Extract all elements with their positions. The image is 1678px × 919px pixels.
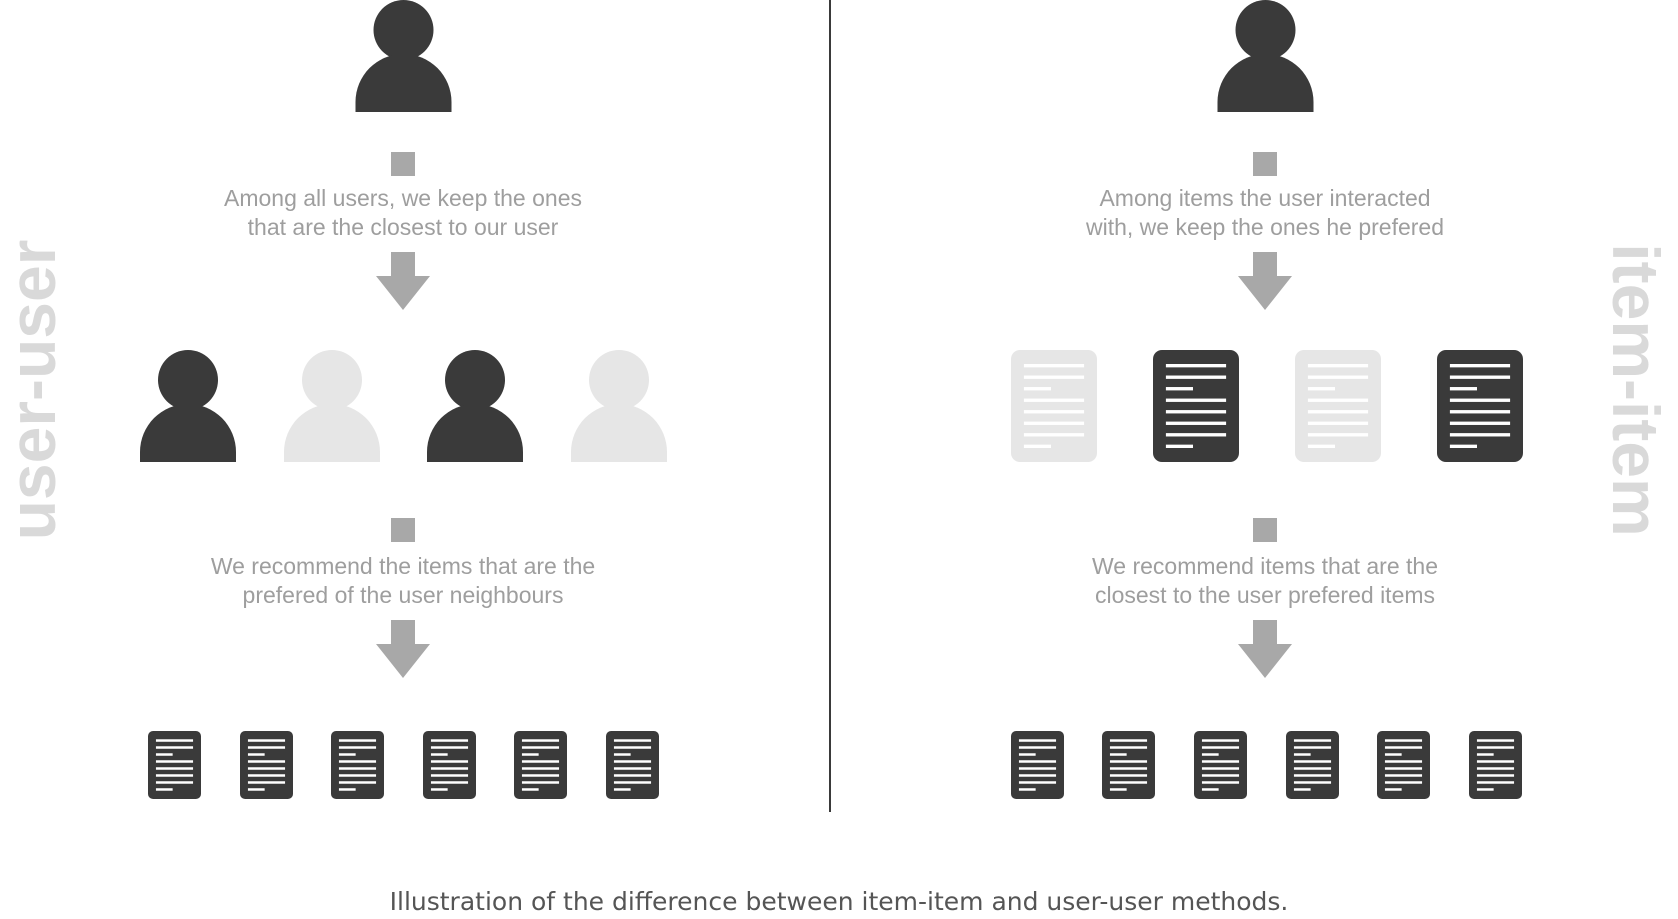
document-icon bbox=[1102, 731, 1155, 799]
connector-square bbox=[391, 518, 415, 542]
text-line: that are the closest to our user bbox=[247, 214, 559, 240]
document-icon bbox=[423, 731, 476, 799]
arrow-down-icon bbox=[376, 252, 430, 310]
item-item-step1-text: Among items the user interacted with, we… bbox=[1035, 184, 1495, 242]
text-line: Among all users, we keep the ones bbox=[224, 185, 582, 211]
document-icon bbox=[1153, 350, 1239, 462]
document-icon bbox=[1469, 731, 1522, 799]
document-icon bbox=[1011, 731, 1064, 799]
document-icon bbox=[1194, 731, 1247, 799]
user-icon bbox=[571, 350, 667, 462]
user-icon bbox=[284, 350, 380, 462]
document-icon bbox=[514, 731, 567, 799]
text-line: We recommend the items that are the bbox=[210, 553, 596, 579]
text-line: closest to the user prefered items bbox=[1094, 582, 1436, 608]
document-icon bbox=[1437, 350, 1523, 462]
connector-square bbox=[391, 152, 415, 176]
target-user-icon bbox=[355, 0, 452, 112]
document-icon bbox=[148, 731, 201, 799]
document-icon bbox=[240, 731, 293, 799]
document-icon bbox=[1377, 731, 1430, 799]
document-icon bbox=[331, 731, 384, 799]
target-user-icon bbox=[1217, 0, 1314, 112]
arrow-down-icon bbox=[1238, 620, 1292, 678]
text-line: Among items the user interacted bbox=[1099, 185, 1431, 211]
user-user-step2-text: We recommend the items that are the pref… bbox=[173, 552, 633, 610]
figure-caption: Illustration of the difference between i… bbox=[389, 887, 1289, 916]
panel-divider bbox=[829, 0, 831, 812]
arrow-down-icon bbox=[1238, 252, 1292, 310]
user-user-label: user-user bbox=[0, 239, 69, 541]
connector-square bbox=[1253, 152, 1277, 176]
text-line: prefered of the user neighbours bbox=[242, 582, 564, 608]
document-icon bbox=[1295, 350, 1381, 462]
text-line: We recommend items that are the bbox=[1092, 553, 1438, 579]
document-icon bbox=[1011, 350, 1097, 462]
document-icon bbox=[606, 731, 659, 799]
arrow-down-icon bbox=[376, 620, 430, 678]
item-item-step2-text: We recommend items that are the closest … bbox=[1035, 552, 1495, 610]
document-icon bbox=[1286, 731, 1339, 799]
text-line: with, we keep the ones he prefered bbox=[1085, 214, 1444, 240]
connector-square bbox=[1253, 518, 1277, 542]
user-icon bbox=[140, 350, 236, 462]
item-item-label: item-item bbox=[1599, 243, 1673, 537]
user-user-step1-text: Among all users, we keep the ones that a… bbox=[173, 184, 633, 242]
user-icon bbox=[427, 350, 523, 462]
